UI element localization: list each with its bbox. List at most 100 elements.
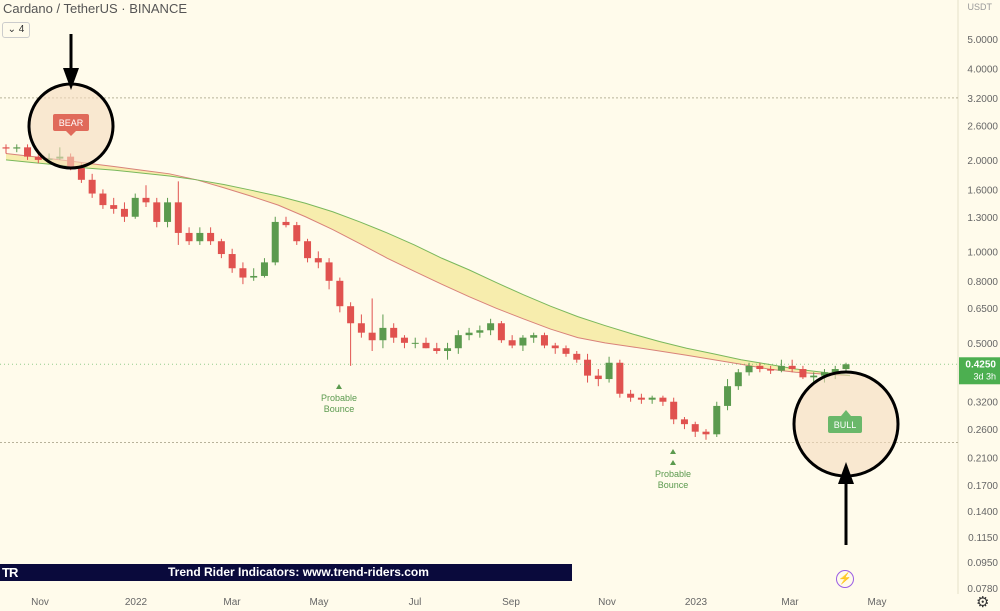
candle bbox=[745, 362, 753, 376]
candle-body bbox=[131, 197, 139, 217]
candle bbox=[207, 227, 215, 245]
candle-body bbox=[734, 372, 742, 387]
candle-body bbox=[659, 397, 667, 402]
bull-arrow-head bbox=[838, 462, 854, 484]
candle bbox=[594, 369, 602, 387]
candle-body bbox=[239, 268, 247, 278]
candle bbox=[454, 330, 462, 354]
candle bbox=[465, 327, 473, 341]
candle bbox=[174, 181, 182, 245]
candle-body bbox=[584, 359, 592, 376]
y-tick-label: 1.0000 bbox=[967, 247, 998, 258]
price-tag-box bbox=[959, 357, 1000, 385]
bounce-label-1: Bounce bbox=[324, 404, 355, 414]
y-tick-label: 4.0000 bbox=[967, 64, 998, 75]
gear-icon[interactable]: ⚙ bbox=[976, 594, 990, 611]
candle bbox=[2, 144, 10, 154]
candle-body bbox=[77, 168, 85, 180]
candle-body bbox=[616, 362, 624, 394]
candle-body bbox=[756, 365, 764, 370]
candle-body bbox=[820, 372, 828, 376]
x-tick-label: Mar bbox=[781, 597, 799, 608]
candle-body bbox=[228, 254, 236, 269]
y-tick-label: 0.2600 bbox=[967, 425, 998, 436]
candle bbox=[185, 227, 193, 245]
bull-label-box bbox=[828, 416, 862, 433]
candle bbox=[476, 325, 484, 338]
bull-label-pointer bbox=[841, 410, 851, 416]
candle bbox=[24, 144, 32, 160]
candle-body bbox=[454, 335, 462, 349]
candle-body bbox=[347, 306, 355, 324]
candle-body bbox=[24, 147, 32, 157]
candle-body bbox=[164, 202, 172, 222]
y-tick-label: 3.2000 bbox=[967, 94, 998, 105]
candle-body bbox=[260, 262, 268, 276]
bounce-label-2: Bounce bbox=[658, 480, 689, 490]
candle bbox=[282, 216, 290, 228]
x-tick-label: Nov bbox=[31, 597, 49, 608]
candle bbox=[422, 337, 430, 349]
candle-body bbox=[282, 221, 290, 226]
price-tag-countdown: 3d 3h bbox=[973, 371, 996, 381]
candle-body bbox=[304, 241, 312, 259]
promo-banner[interactable]: TR Trend Rider Indicators: www.trend-rid… bbox=[0, 564, 572, 581]
candle-body bbox=[680, 419, 688, 425]
candle-body bbox=[605, 362, 613, 380]
candle bbox=[734, 369, 742, 390]
candle bbox=[99, 189, 107, 209]
candle bbox=[756, 362, 764, 373]
candle bbox=[799, 365, 807, 380]
candle-body bbox=[196, 232, 204, 242]
candle bbox=[239, 262, 247, 285]
indicator-count-chip[interactable]: ⌄ 4 bbox=[2, 22, 30, 38]
x-tick-label: Nov bbox=[598, 597, 616, 608]
candle bbox=[788, 359, 796, 373]
bounce-marker-2 bbox=[670, 460, 676, 465]
candle bbox=[336, 277, 344, 313]
lightning-icon[interactable]: ⚡ bbox=[836, 570, 854, 588]
candle-body bbox=[153, 202, 161, 222]
candle-body bbox=[88, 179, 96, 194]
candle-body bbox=[777, 365, 785, 371]
y-tick-label: 0.0780 bbox=[967, 584, 998, 595]
candle-body bbox=[519, 337, 527, 346]
candle bbox=[573, 351, 581, 363]
candle-body bbox=[379, 327, 387, 341]
candle-body bbox=[207, 232, 215, 242]
candle bbox=[293, 221, 301, 245]
candle-body bbox=[174, 202, 182, 233]
y-tick-label: 2.6000 bbox=[967, 121, 998, 132]
candle-body bbox=[13, 147, 21, 149]
x-tick-label: Mar bbox=[223, 597, 241, 608]
candle-body bbox=[767, 369, 775, 371]
candle-body bbox=[444, 348, 452, 352]
candle bbox=[250, 268, 258, 281]
symbol-title[interactable]: Cardano / TetherUS · BINANCE bbox=[3, 1, 187, 16]
candle-body bbox=[497, 323, 505, 341]
candle bbox=[777, 359, 785, 373]
candle-body bbox=[217, 241, 225, 255]
candle bbox=[767, 365, 775, 374]
bounce-marker-1 bbox=[336, 384, 342, 389]
x-tick-label: 2022 bbox=[125, 597, 148, 608]
candle-body bbox=[433, 348, 441, 352]
candle bbox=[164, 197, 172, 228]
candle bbox=[260, 258, 268, 278]
bounce-label-2: Probable bbox=[655, 469, 691, 479]
trend-rider-logo: TR bbox=[2, 565, 18, 580]
candle-body bbox=[120, 208, 128, 217]
candle-body bbox=[573, 353, 581, 360]
candle-body bbox=[810, 375, 818, 378]
bear-label: BEAR bbox=[59, 118, 84, 128]
bear-label-pointer bbox=[66, 131, 76, 136]
x-tick-label: Jul bbox=[409, 597, 422, 608]
candle bbox=[648, 395, 656, 404]
y-tick-label: 0.6500 bbox=[967, 304, 998, 315]
y-tick-label: 1.6000 bbox=[967, 185, 998, 196]
candle-body bbox=[325, 262, 333, 281]
candle bbox=[670, 397, 678, 425]
bear-label-box bbox=[53, 114, 89, 131]
candle bbox=[702, 429, 710, 440]
